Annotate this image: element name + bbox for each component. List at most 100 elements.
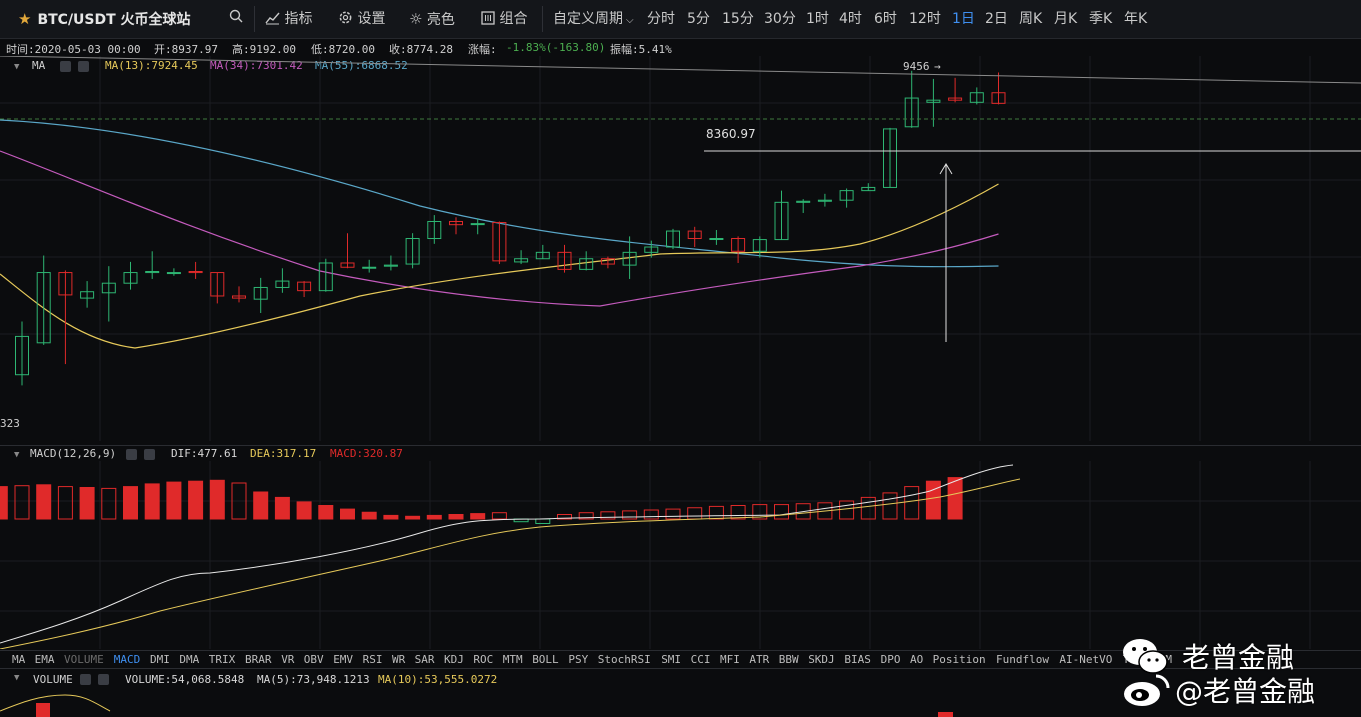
- indicators-label: 指标: [284, 11, 313, 27]
- indicator-tab-mfi[interactable]: MFI: [720, 653, 740, 666]
- candle-body: [492, 222, 507, 262]
- indicator-tab-smi[interactable]: SMI: [661, 653, 682, 666]
- info-amplitude: 振幅:5.41%: [610, 43, 672, 56]
- macd-bar: [123, 486, 138, 520]
- indicators-button[interactable]: 指标: [265, 0, 312, 38]
- indicator-tab-mtm[interactable]: MTM: [502, 653, 523, 666]
- combo-button[interactable]: 组合: [481, 0, 527, 38]
- macd-bar: [383, 514, 399, 520]
- macd-bar: [166, 481, 182, 520]
- macd-collapse-icon[interactable]: ▼: [14, 450, 20, 460]
- macd-bar: [470, 513, 486, 520]
- indicator-tab-wr[interactable]: WR: [392, 653, 406, 666]
- macd-close-icon[interactable]: [144, 449, 155, 460]
- indicator-tab-atr[interactable]: ATR: [749, 653, 770, 666]
- trend-line[interactable]: [0, 56, 1361, 84]
- candle-body: [817, 199, 832, 202]
- indicator-tab-cci[interactable]: CCI: [690, 653, 711, 666]
- period-2[interactable]: 15分: [722, 11, 754, 27]
- indicator-tab-ai-netvo[interactable]: AI-NetVO: [1059, 653, 1113, 666]
- macd-bar: [36, 484, 52, 520]
- wechat-icon: [1123, 639, 1168, 674]
- indicator-tab-sar[interactable]: SAR: [414, 653, 435, 666]
- indicator-tab-dmi[interactable]: DMI: [150, 653, 170, 666]
- info-high: 高:9192.00: [232, 43, 296, 56]
- period-0[interactable]: 分时: [647, 11, 675, 27]
- watermark-line1: 老曾金融: [1182, 641, 1295, 674]
- volume-settings-icon[interactable]: [80, 674, 91, 685]
- symbol-title[interactable]: ★ BTC/USDT 火币全球站: [18, 0, 191, 38]
- ohlc-info-bar: 时间:2020-05-03 00:00 开:8937.97 高:9192.00 …: [0, 39, 1361, 56]
- macd-settings-icon[interactable]: [126, 449, 137, 460]
- custom-period-dropdown[interactable]: 自定义周期 ⌵: [553, 0, 634, 38]
- settings-button[interactable]: 设置: [338, 0, 385, 38]
- indicator-icon: [265, 12, 280, 25]
- period-12[interactable]: 季K: [1089, 11, 1113, 27]
- macd-bar: [708, 505, 724, 520]
- search-icon[interactable]: [229, 0, 243, 38]
- candlestick-chart[interactable]: [0, 56, 1361, 441]
- period-3[interactable]: 30分: [764, 11, 796, 27]
- indicator-tab-bbw[interactable]: BBW: [778, 653, 799, 666]
- info-change-label: 涨幅:: [468, 43, 497, 56]
- macd-bar: [209, 479, 225, 520]
- period-4[interactable]: 1时: [806, 11, 829, 27]
- period-13[interactable]: 年K: [1124, 11, 1148, 27]
- period-6[interactable]: 6时: [874, 11, 897, 27]
- macd-bar: [448, 514, 464, 520]
- indicator-tab-dma[interactable]: DMA: [179, 653, 200, 666]
- macd-bar: [882, 492, 898, 520]
- macd-bar: [274, 496, 290, 520]
- indicator-tab-skdj[interactable]: SKDJ: [808, 653, 835, 666]
- indicator-tab-brar[interactable]: BRAR: [245, 653, 272, 666]
- ma-settings-icon[interactable]: [60, 61, 71, 72]
- period-10[interactable]: 周K: [1019, 11, 1043, 27]
- ma-close-icon[interactable]: [78, 61, 89, 72]
- volume-name: VOLUME: [33, 673, 73, 686]
- indicator-tab-position[interactable]: Position: [932, 653, 986, 666]
- indicator-tab-rsi[interactable]: RSI: [362, 653, 383, 666]
- indicator-tab-roc[interactable]: ROC: [473, 653, 494, 666]
- indicator-tab-dpo[interactable]: DPO: [880, 653, 901, 666]
- theme-button[interactable]: ☼ 亮色: [409, 0, 455, 38]
- indicator-tab-ema[interactable]: EMA: [34, 653, 55, 666]
- indicator-tab-ma[interactable]: MA: [12, 653, 26, 666]
- indicator-tab-fundflow[interactable]: Fundflow: [996, 653, 1049, 666]
- period-5[interactable]: 4时: [839, 11, 862, 27]
- indicator-tab-emv[interactable]: EMV: [333, 653, 354, 666]
- star-icon[interactable]: ★: [18, 10, 32, 28]
- volume-close-icon[interactable]: [98, 674, 109, 685]
- indicator-tab-kdj[interactable]: KDJ: [444, 653, 464, 666]
- info-close: 收:8774.28: [389, 43, 453, 56]
- volume-chart[interactable]: [0, 689, 1361, 717]
- ma55-line: [0, 119, 999, 268]
- ma-collapse-icon[interactable]: ▼: [14, 62, 20, 72]
- period-11[interactable]: 月K: [1054, 11, 1078, 27]
- indicator-tab-stochrsi[interactable]: StochRSI: [597, 653, 651, 666]
- macd-chart[interactable]: [0, 461, 1361, 649]
- macd-bar: [665, 508, 681, 520]
- indicator-tab-trix[interactable]: TRIX: [208, 653, 236, 666]
- indicator-tab-bias[interactable]: BIAS: [844, 653, 871, 666]
- period-8[interactable]: 1日: [952, 11, 975, 27]
- low-price-label: 323: [0, 417, 20, 430]
- period-9[interactable]: 2日: [985, 11, 1008, 27]
- macd-bar: [904, 486, 920, 520]
- period-7[interactable]: 12时: [909, 11, 941, 27]
- candle-body: [731, 238, 746, 252]
- volume-collapse-icon[interactable]: ▼: [14, 673, 20, 683]
- candle-body: [796, 200, 811, 203]
- candle-body: [405, 238, 420, 265]
- candle-body: [101, 282, 116, 294]
- indicator-tab-volume[interactable]: VOLUME: [64, 653, 104, 666]
- peak-price-label: 9456: [903, 60, 930, 73]
- indicator-tab-obv[interactable]: OBV: [303, 653, 324, 666]
- period-1[interactable]: 5分: [687, 11, 710, 27]
- indicator-tab-macd[interactable]: MACD: [113, 653, 141, 666]
- indicator-tab-vr[interactable]: VR: [281, 653, 295, 666]
- indicator-tab-ao[interactable]: AO: [910, 653, 924, 666]
- indicator-tab-boll[interactable]: BOLL: [532, 653, 559, 666]
- indicator-tab-psy[interactable]: PSY: [568, 653, 589, 666]
- grid: [0, 56, 1361, 441]
- candle-body: [145, 271, 160, 274]
